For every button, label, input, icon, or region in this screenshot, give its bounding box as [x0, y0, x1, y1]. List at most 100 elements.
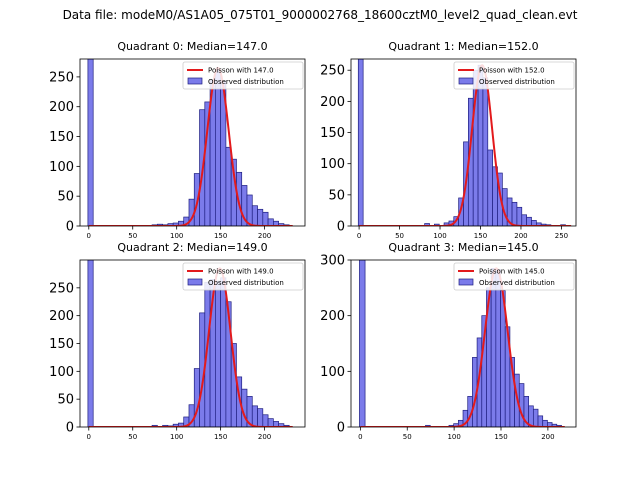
axes-frame: [79, 58, 306, 227]
x-tick-label: 200: [541, 433, 554, 441]
histogram-bar: [511, 201, 518, 226]
histogram-bar: [225, 146, 232, 226]
plot-area: [357, 59, 572, 226]
subplot-title: Quadrant 0: Median=147.0: [117, 40, 267, 53]
quadrant-2-chart: Quadrant 2: Median=149.0 0 50 100 150 200 0 50 1…: [49, 241, 306, 441]
legend-bar-swatch: [458, 77, 474, 85]
legend: Poisson with 147.0 Observed distribution: [182, 61, 304, 90]
x-tick-label: 50: [128, 433, 137, 441]
legend-bar-swatch: [187, 77, 203, 85]
histogram-bar: [87, 59, 94, 226]
x-tick-label: 150: [214, 433, 227, 441]
histogram-bar: [521, 214, 527, 226]
histogram-bar: [267, 218, 274, 226]
histogram-bar: [518, 383, 525, 427]
y-tick-label: 100: [320, 365, 345, 380]
y-tick-label: 200: [320, 95, 345, 110]
histogram-bar: [251, 205, 258, 226]
y-tick-label: 150: [49, 337, 74, 352]
legend: Poisson with 145.0 Observed distribution: [453, 262, 575, 291]
x-tick-label: 200: [258, 433, 271, 441]
histogram-bar: [490, 268, 497, 427]
quadrant-0-chart: Quadrant 0: Median=147.0 0 50 100 150 200 0 50 1…: [49, 40, 306, 240]
legend-box: [453, 61, 575, 90]
y-tick-label: 100: [49, 365, 74, 380]
histogram-bar: [262, 414, 269, 427]
y-tick-label: 0: [337, 220, 345, 235]
y-tick-label: 0: [66, 220, 74, 235]
y-tick-label: 250: [320, 64, 345, 79]
histogram-bar: [193, 368, 200, 427]
legend-bar-swatch: [187, 278, 203, 286]
histogram-bar: [359, 260, 366, 427]
quadrant-3-chart: Quadrant 3: Median=145.0 0 50 100 150 200 0 100…: [320, 241, 577, 441]
axes-frame: [350, 58, 577, 227]
x-tick-label: 50: [128, 232, 137, 240]
y-tick-label: 200: [49, 309, 74, 324]
x-tick-label: 150: [214, 232, 227, 240]
histogram-bar: [487, 149, 493, 226]
y-tick-label: 200: [49, 100, 74, 115]
legend-box: [453, 262, 575, 291]
legend-box: [182, 262, 304, 291]
histogram-bar: [516, 206, 523, 226]
y-tick-label: 250: [49, 70, 74, 85]
legend-label-poisson: Poisson with 149.0: [208, 268, 274, 276]
histogram-bar: [257, 408, 264, 427]
histogram-bar: [495, 269, 501, 427]
y-tick-label: 150: [320, 126, 345, 141]
histogram-bar: [257, 208, 264, 226]
legend-label-observed: Observed distribution: [208, 279, 284, 287]
x-tick-label: 250: [555, 232, 568, 240]
plot-area: [87, 59, 293, 226]
legend-label-poisson: Poisson with 147.0: [208, 67, 274, 75]
poisson-curve: [359, 64, 572, 226]
y-tick-label: 250: [49, 281, 74, 296]
y-tick-label: 50: [57, 190, 74, 205]
y-tick-label: 100: [49, 160, 74, 175]
histogram-bar: [532, 408, 539, 427]
y-tick-label: 50: [328, 188, 345, 203]
plot-area: [87, 260, 293, 427]
histogram-bar: [251, 405, 258, 427]
legend-label-observed: Observed distribution: [479, 78, 555, 86]
x-tick-label: 150: [474, 232, 487, 240]
x-tick-label: 200: [258, 232, 271, 240]
x-tick-label: 100: [433, 232, 446, 240]
histogram-bar: [215, 280, 221, 427]
legend-label-poisson: Poisson with 152.0: [479, 67, 545, 75]
histogram-bar: [482, 77, 489, 226]
figure-suptitle: Data file: modeM0/AS1A05_075T01_90000027…: [62, 8, 578, 22]
x-tick-label: 0: [358, 433, 362, 441]
x-tick-label: 50: [395, 232, 404, 240]
y-tick-label: 150: [49, 130, 74, 145]
subplot-title: Quadrant 1: Median=152.0: [388, 40, 538, 53]
x-tick-label: 0: [87, 232, 91, 240]
histogram-bar: [87, 260, 94, 427]
x-tick-label: 200: [514, 232, 527, 240]
y-tick-label: 50: [57, 393, 74, 408]
subplot-title: Quadrant 2: Median=149.0: [117, 241, 267, 254]
legend-label-observed: Observed distribution: [479, 279, 555, 287]
x-tick-label: 0: [357, 232, 361, 240]
histogram-bar: [267, 418, 274, 427]
y-tick-label: 0: [337, 421, 345, 436]
histogram-bar: [357, 59, 364, 226]
legend-label-observed: Observed distribution: [208, 78, 284, 86]
legend: Poisson with 149.0 Observed distribution: [182, 262, 304, 291]
axes-frame: [350, 259, 577, 428]
x-tick-label: 50: [403, 433, 412, 441]
histogram-bar: [246, 194, 253, 226]
poisson-curve: [88, 267, 293, 427]
histogram-bar: [262, 211, 269, 226]
histogram-bar: [220, 277, 227, 427]
x-tick-label: 100: [447, 433, 460, 441]
quadrant-1-chart: Quadrant 1: Median=152.0 0 50 100 150 200 250 0…: [320, 40, 577, 240]
x-tick-label: 100: [170, 433, 183, 441]
y-tick-label: 100: [320, 157, 345, 172]
y-tick-label: 0: [66, 421, 74, 436]
legend-label-poisson: Poisson with 145.0: [479, 268, 545, 276]
histogram-bar: [537, 415, 544, 427]
poisson-curve: [360, 267, 565, 427]
